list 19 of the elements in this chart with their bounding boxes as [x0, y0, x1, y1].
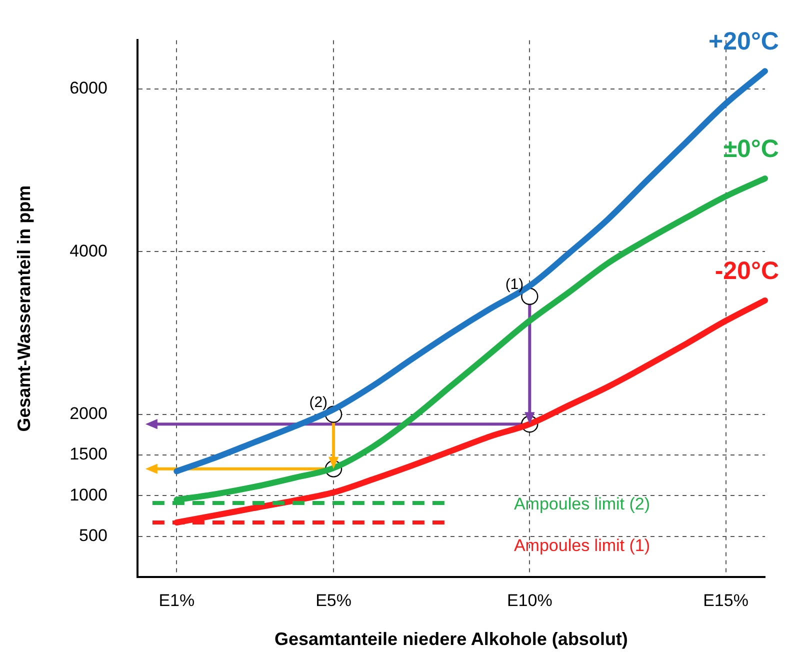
y-tick-label: 4000: [70, 241, 108, 260]
x-axis-title: Gesamtanteile niedere Alkohole (absolut): [274, 629, 628, 650]
y-tick-label: 6000: [70, 78, 108, 98]
series-label: ±0°C: [723, 134, 779, 163]
series-label: -20°C: [714, 256, 779, 285]
y-tick-label: 1500: [70, 444, 108, 464]
ref-line-label: Ampoules limit (2): [514, 494, 650, 514]
x-tick-label: E10%: [506, 590, 552, 610]
y-axis-title: Gesamt-Wasseranteil in ppm: [14, 185, 34, 432]
ref-line-label: Ampoules limit (1): [514, 536, 650, 556]
y-tick-label: 500: [79, 526, 108, 546]
x-tick-label: E5%: [316, 590, 352, 610]
x-tick-label: E1%: [158, 590, 195, 610]
x-tick-label: E15%: [703, 590, 748, 610]
annotation: (1): [505, 276, 524, 294]
y-tick-label: 1000: [70, 485, 108, 504]
annotation: (2): [309, 394, 328, 411]
y-tick-label: 2000: [70, 404, 108, 424]
series-label: +20°C: [708, 27, 779, 56]
